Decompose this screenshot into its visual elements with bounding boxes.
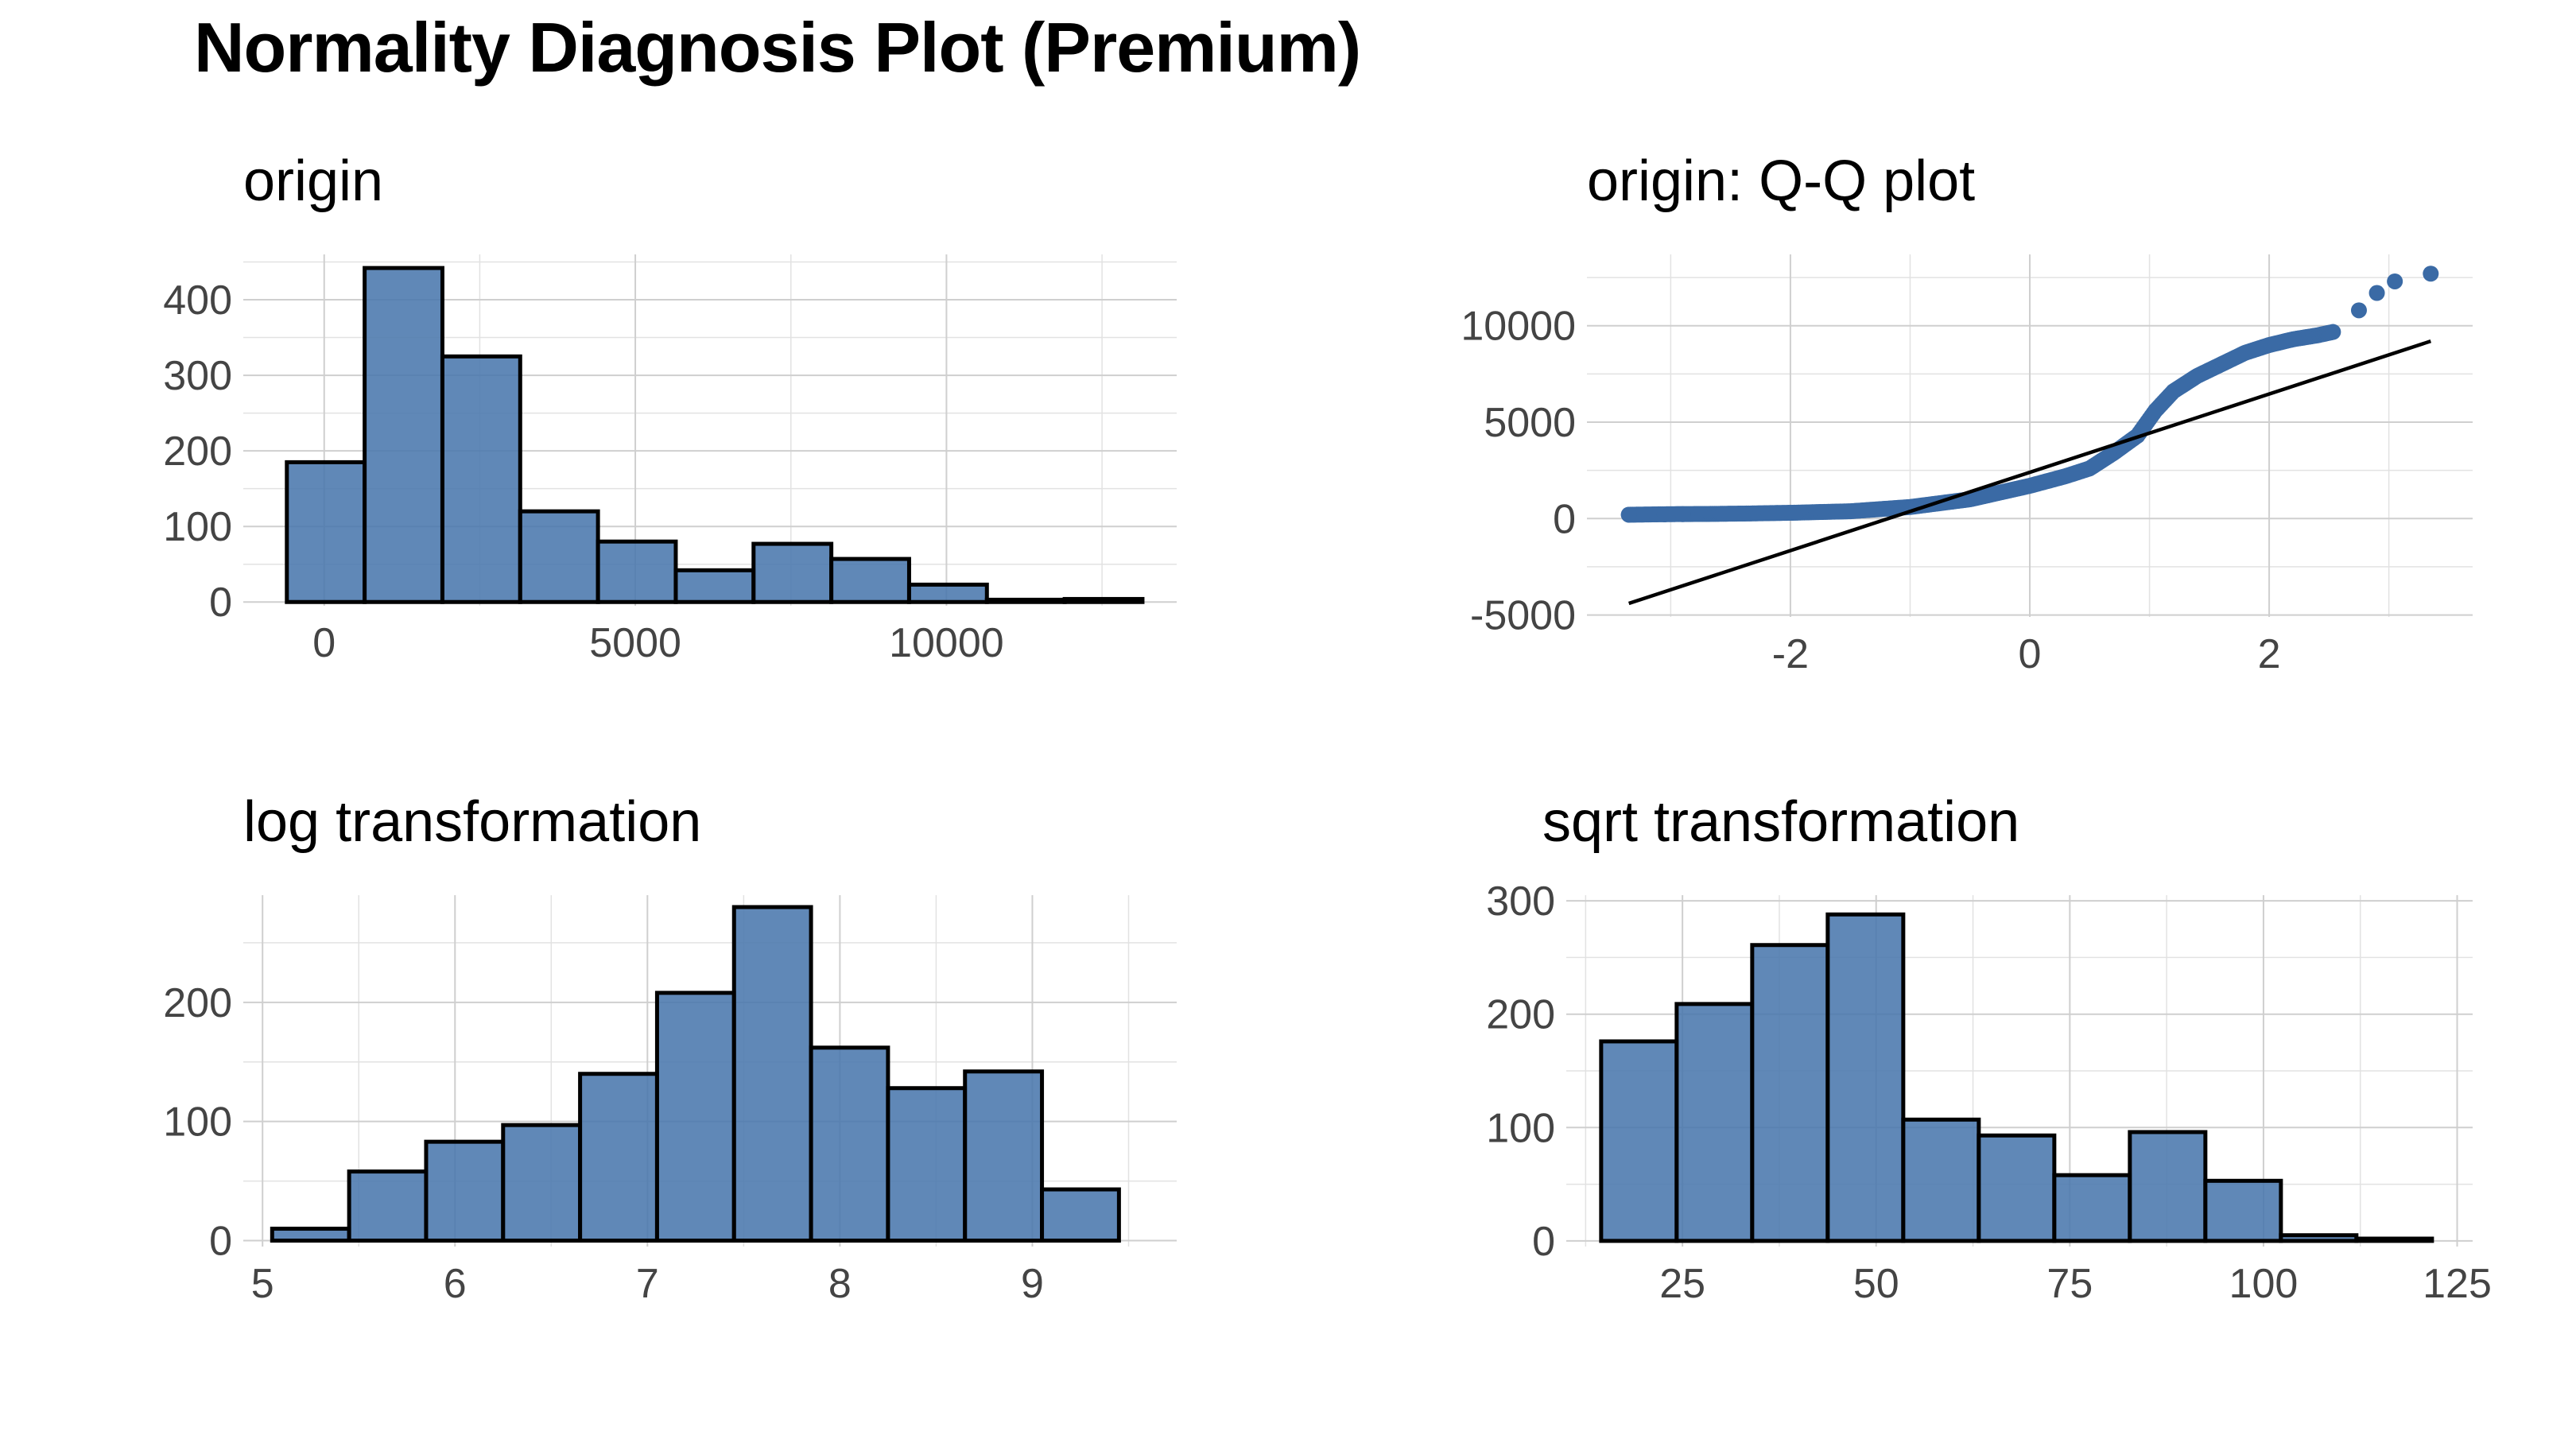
histogram-bar [285,460,367,604]
histogram-bar [424,1139,506,1243]
y-tick-label: 100 [163,1099,232,1146]
histogram-bar [363,266,444,604]
qq-outlier-point [2368,285,2385,301]
x-tick-label: 10000 [889,620,1004,666]
panel-title-log: log transformation [243,790,701,854]
histogram-bar [1977,1133,2057,1243]
y-tick-label: 100 [1486,1105,1555,1151]
qq-point [1620,506,1637,523]
y-tick-label: 200 [163,980,232,1026]
qq-reference-line [1627,339,2432,606]
histogram-bar [829,556,911,604]
panel-log: log transformation 5 6 7 8 9 0 100 200 [163,790,1177,1307]
x-tick-label: 50 [1853,1261,1899,1307]
histogram-bar [751,541,834,604]
panel-sqrt: sqrt transformation 25 50 75 100 125 0 100 200 3… [1486,790,2492,1307]
panel-origin: origin 0 5000 10000 0 100 200 300 400 [163,149,1177,666]
y-tick-label: 0 [209,580,232,626]
qq-plot: -2 0 2 -5000 0 5000 10000 [1461,254,2473,677]
qq-outlier-point [2423,266,2439,282]
histogram-bar [2354,1236,2434,1243]
histogram-bar [1040,1187,1121,1243]
x-tick-label: 8 [828,1261,852,1307]
qq-point [1656,506,1673,522]
histogram-bar [1901,1117,1981,1243]
x-tick-label: -2 [1772,631,1809,677]
x-tick-label: 0 [2019,631,2042,677]
qq-outlier-point [2387,273,2403,289]
x-tick-label: 125 [2423,1261,2492,1307]
histogram-bar [2128,1130,2208,1243]
x-tick-label: 100 [2229,1261,2299,1307]
page-title: Normality Diagnosis Plot (Premium) [194,8,1361,87]
histogram-bar [886,1086,968,1243]
y-tick-label: 0 [1532,1219,1555,1265]
histogram-bar [809,1045,890,1243]
histogram-bar [1674,1002,1755,1243]
y-tick-label: 5000 [1484,400,1576,446]
histogram-bar [906,582,989,604]
y-tick-label: 400 [163,277,232,324]
histogram-bar [578,1072,659,1243]
x-tick-label: 6 [444,1261,467,1307]
histogram-bar [347,1169,429,1243]
histogram-bar [984,597,1067,604]
histogram-bar [2279,1233,2359,1243]
histogram-bar [270,1227,351,1243]
x-tick-label: 9 [1021,1261,1044,1307]
histogram-bar [501,1123,583,1243]
histogram-bar [440,354,522,604]
qq-point [1674,506,1691,522]
histogram-bar [673,568,756,604]
panel-title-qq: origin: Q-Q plot [1587,149,1975,213]
x-tick-label: 5000 [589,620,681,666]
x-tick-label: 5 [251,1261,274,1307]
panel-title-origin: origin [243,149,383,213]
histogram-bar [654,991,736,1243]
histogram-bar [963,1069,1045,1243]
y-tick-label: 300 [1486,878,1555,925]
y-tick-label: -5000 [1470,593,1576,639]
qq-outlier-point [2350,302,2367,319]
histogram-bar [518,509,600,604]
x-tick-label: 0 [312,620,336,666]
y-tick-label: 10000 [1461,304,1576,350]
y-tick-label: 200 [163,429,232,475]
x-tick-label: 7 [636,1261,659,1307]
y-tick-label: 0 [209,1219,232,1265]
histogram-bar [1825,912,1906,1243]
qq-point [2325,324,2341,340]
histogram-bar [596,539,678,604]
x-tick-label: 25 [1659,1261,1705,1307]
histogram-bar [1062,596,1145,604]
y-tick-label: 100 [163,504,232,550]
x-tick-label: 2 [2258,631,2281,677]
histogram-bar [2052,1173,2132,1243]
origin-histogram: 0 5000 10000 0 100 200 300 400 [163,254,1177,666]
histogram-bar [731,905,813,1243]
log-histogram: 5 6 7 8 9 0 100 200 [163,895,1177,1307]
histogram-bar [1750,943,1830,1243]
y-tick-label: 200 [1486,992,1555,1038]
x-tick-label: 75 [2046,1261,2093,1307]
y-tick-label: 300 [163,353,232,399]
y-tick-label: 0 [1553,496,1576,542]
panel-qq: origin: Q-Q plot -2 0 2 -5000 0 5000 10000 [1461,149,2473,677]
panel-title-sqrt: sqrt transformation [1542,790,2019,854]
histogram-bar [1599,1039,1679,1243]
sqrt-histogram: 25 50 75 100 125 0 100 200 300 [1486,878,2492,1307]
histogram-bar [2203,1178,2283,1243]
